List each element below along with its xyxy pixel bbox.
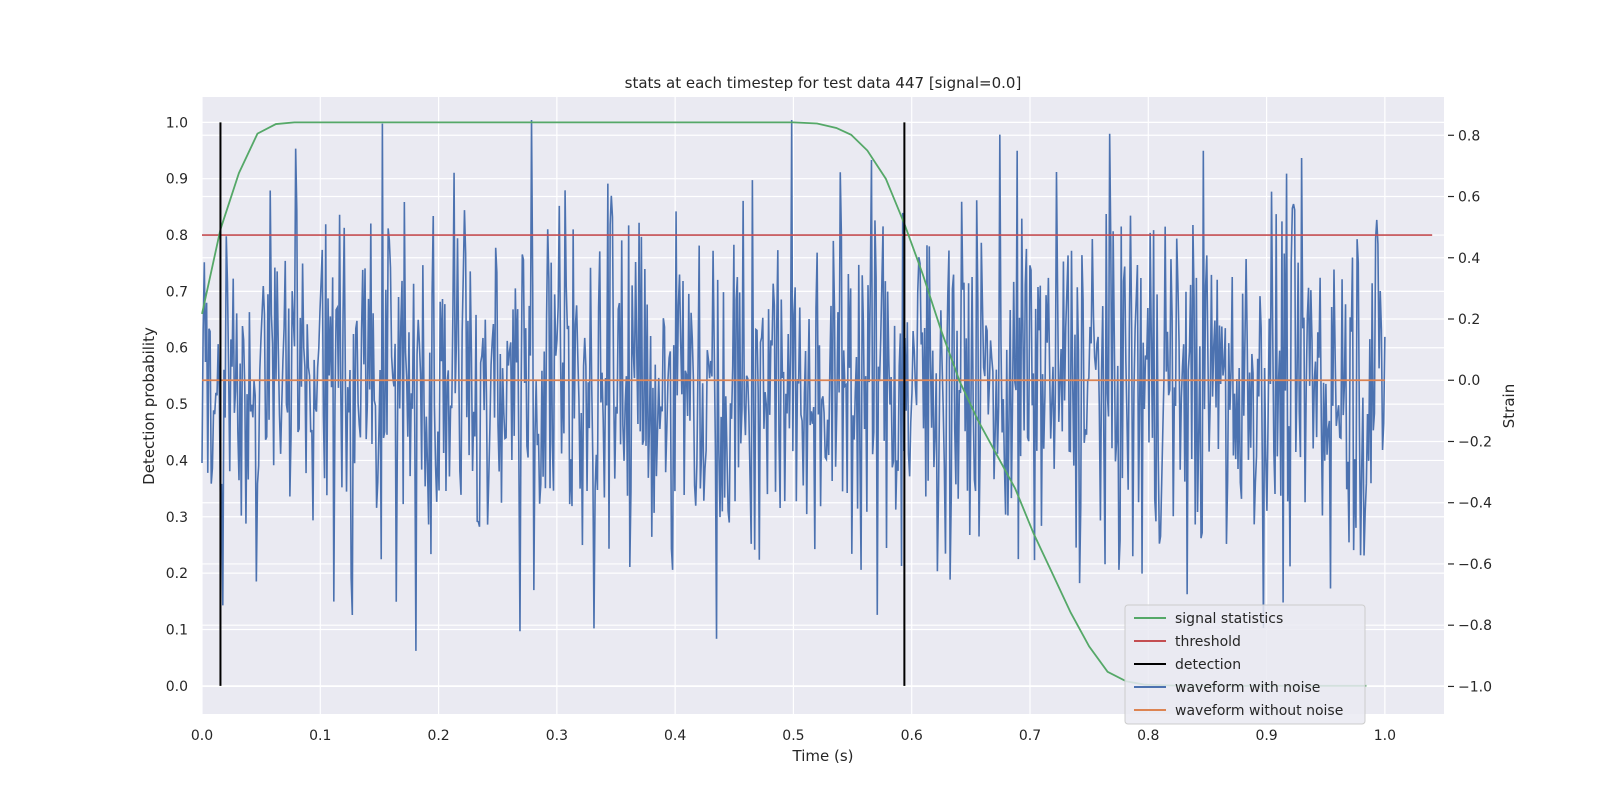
y-right-axis-label: Strain bbox=[1500, 384, 1518, 428]
legend-label: threshold bbox=[1175, 634, 1241, 650]
x-tick-label: 0.4 bbox=[664, 728, 686, 744]
y-right-tick-label: 0.2 bbox=[1458, 312, 1480, 328]
y-right-tick-label: −1.0 bbox=[1458, 679, 1492, 695]
chart-title: stats at each timestep for test data 447… bbox=[625, 74, 1022, 92]
y-tick-label: 0.0 bbox=[166, 679, 188, 695]
x-tick-label: 1.0 bbox=[1374, 728, 1396, 744]
x-tick-label: 0.6 bbox=[901, 728, 923, 744]
x-tick-label: 0.2 bbox=[427, 728, 449, 744]
y-tick-label: 0.7 bbox=[166, 284, 188, 300]
y-right-tick-label: 0.0 bbox=[1458, 373, 1480, 389]
y-axis-label: Detection probability bbox=[140, 327, 158, 485]
y-tick-label: 0.8 bbox=[166, 228, 188, 244]
x-axis-label: Time (s) bbox=[792, 747, 854, 765]
series-waveform-with-noise bbox=[201, 119, 1386, 651]
y-right-tick-label: 0.4 bbox=[1458, 251, 1480, 267]
y-tick-label: 0.4 bbox=[166, 453, 188, 469]
y-tick-label: 1.0 bbox=[166, 115, 188, 131]
y-tick-label: 0.5 bbox=[166, 397, 188, 413]
y-right-tick-label: 0.8 bbox=[1458, 128, 1480, 144]
x-tick-label: 0.7 bbox=[1019, 728, 1041, 744]
legend-label: waveform without noise bbox=[1175, 703, 1343, 719]
legend: signal statistics threshold detection wavef… bbox=[1124, 604, 1366, 725]
y-right-tick-label: 0.6 bbox=[1458, 190, 1480, 206]
legend-label: waveform with noise bbox=[1175, 680, 1320, 696]
ticks: 0.0 0.1 0.2 0.3 0.4 0.5 0.6 0.7 0.8 0.9 1.0 0.0 0.1 0… bbox=[166, 115, 1492, 744]
y-tick-label: 0.1 bbox=[166, 622, 188, 638]
y-tick-label: 0.6 bbox=[166, 341, 188, 357]
x-tick-label: 0.8 bbox=[1137, 728, 1159, 744]
x-tick-label: 0.9 bbox=[1255, 728, 1277, 744]
legend-label: signal statistics bbox=[1175, 611, 1283, 627]
legend-box bbox=[1124, 604, 1366, 725]
x-tick-label: 0.0 bbox=[191, 728, 213, 744]
y-right-tick-label: −0.4 bbox=[1458, 496, 1492, 512]
y-right-tick-label: −0.6 bbox=[1458, 557, 1492, 573]
x-tick-label: 0.5 bbox=[782, 728, 804, 744]
y-tick-label: 0.9 bbox=[166, 172, 188, 188]
x-tick-label: 0.3 bbox=[546, 728, 568, 744]
legend-label: detection bbox=[1175, 657, 1241, 673]
y-right-tick-label: −0.2 bbox=[1458, 434, 1492, 450]
y-right-tick-label: −0.8 bbox=[1458, 618, 1492, 634]
y-tick-label: 0.2 bbox=[166, 566, 188, 582]
x-tick-label: 0.1 bbox=[309, 728, 331, 744]
y-tick-label: 0.3 bbox=[166, 510, 188, 526]
